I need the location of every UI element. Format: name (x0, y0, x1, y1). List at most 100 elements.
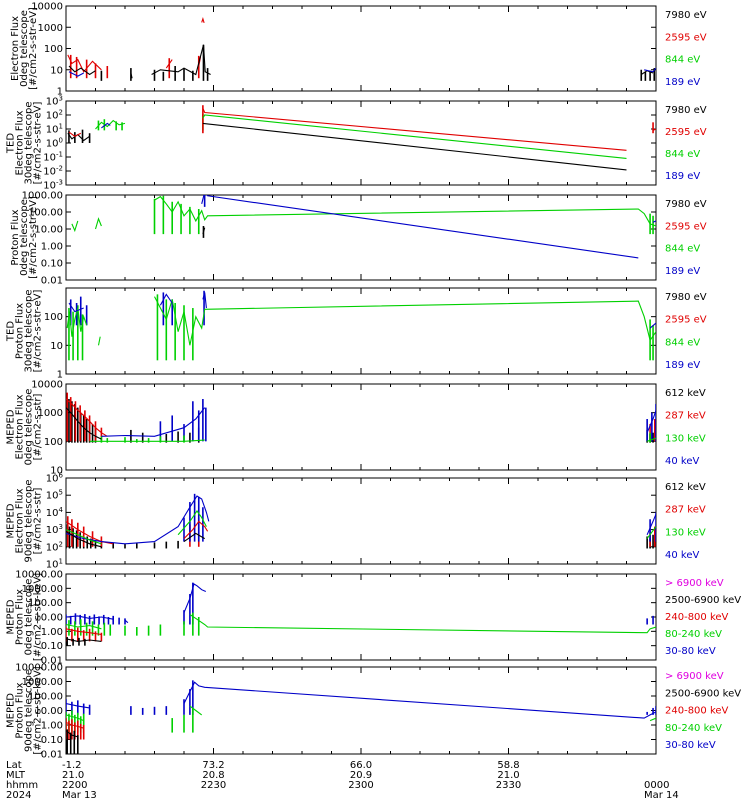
series-line-green (189, 705, 203, 716)
series-line-blue (66, 495, 210, 545)
series-line-blue (159, 293, 173, 306)
y-tick-label: 10 (50, 341, 63, 352)
series-line-black (66, 530, 102, 548)
footer-row-label: MLT (6, 770, 26, 781)
y-tick-label: 1.00 (41, 242, 63, 253)
legend-entry: 40 keV (665, 456, 699, 467)
y-axis-title-line: [#/cm2-s-str] (33, 487, 44, 554)
y-axis-title-line: 0deg telescope (19, 199, 30, 276)
y-tick-label: 0.01 (41, 656, 63, 667)
y-axis-title-line: [#/cm2-s-str] (33, 393, 44, 460)
legend-entry: 2595 eV (665, 127, 707, 138)
legend-entry: 2595 eV (665, 315, 707, 326)
y-tick-label: 10 (50, 65, 63, 76)
panel-frame (65, 573, 657, 661)
series-line-red (165, 59, 173, 69)
y-tick-label: 10000.00 (15, 570, 63, 581)
y-axis-title-line: TED (6, 133, 17, 154)
y-axis-title-line: Proton Flux (15, 303, 26, 359)
y-tick-label: 0.10 (41, 735, 63, 746)
y-tick-label: 10-2 (43, 165, 63, 178)
y-tick-label: 105 (46, 489, 63, 502)
footer-value: 73.2 (202, 760, 224, 771)
y-axis-title-line: Proton Flux (15, 682, 26, 738)
series-line-blue (183, 583, 207, 613)
legend-entry: 30-80 keV (665, 740, 716, 751)
y-tick-exponent: 3 (59, 95, 63, 103)
y-tick-label: 100.00 (28, 692, 63, 703)
panel-frame (65, 100, 657, 186)
panel-8: 0.01 0.10 1.00 10.00 100.00 1000.00 10000.00 ME… (6, 663, 742, 761)
y-tick-label: 1.00 (41, 721, 63, 732)
footer-value: Mar 14 (644, 790, 679, 800)
y-axis-title-line: Proton Flux (15, 589, 26, 645)
series-line-green (66, 714, 84, 722)
y-axis-title-line: 0deg telescope (24, 389, 35, 466)
legend-entry: 287 keV (665, 505, 706, 516)
y-axis-title-line: MEPED (6, 693, 17, 728)
y-axis-title-line: Electron Flux (10, 16, 21, 81)
series-line-green (154, 195, 656, 227)
series-line-green (94, 217, 102, 230)
legend-entry: 189 eV (665, 171, 700, 182)
series-line-blue (644, 67, 656, 73)
legend-entry: 7980 eV (665, 10, 707, 21)
y-tick-label: 1000 (38, 23, 63, 34)
y-axis-title-line: MEPED (6, 503, 17, 538)
legend-entry: 2595 eV (665, 32, 707, 43)
series-line-red (67, 54, 102, 73)
y-axis-title-line: 0deg telescope (19, 10, 30, 87)
y-axis-title-line: 30deg telescope (24, 289, 35, 372)
y-tick-exponent: -3 (56, 179, 63, 187)
series-line-blue (201, 195, 639, 259)
y-tick-label: 0.01 (41, 750, 63, 761)
y-tick-label: 100.00 (28, 598, 63, 609)
series-line-blue (202, 292, 207, 309)
legend-entry: 844 eV (665, 55, 700, 66)
y-tick-label: 0.10 (41, 641, 63, 652)
y-tick-label: 10-1 (43, 151, 63, 164)
y-tick-exponent: -1 (56, 151, 63, 159)
footer-row-label: hhmm (6, 780, 38, 791)
y-tick-label: 103 (46, 95, 63, 108)
legend-entry: 30-80 keV (665, 646, 716, 657)
legend-entry: 80-240 keV (665, 723, 722, 734)
y-tick-label: 10.00 (34, 225, 63, 236)
series-line-blue (66, 703, 90, 709)
legend-entry: 7980 eV (665, 292, 707, 303)
series-line-blue (183, 681, 656, 719)
y-tick-label: 100 (44, 312, 63, 323)
legend-entry: 844 eV (665, 244, 700, 255)
series-line-green (646, 437, 656, 442)
panel-data (67, 16, 656, 81)
series-line-red (202, 108, 627, 151)
legend-entry: 7980 eV (665, 105, 707, 116)
series-line-blue (66, 615, 114, 620)
y-tick-label: 101 (46, 123, 63, 136)
y-tick-exponent: -2 (56, 165, 63, 173)
y-tick-label: 1000.00 (22, 584, 63, 595)
legend-entry: 130 keV (665, 527, 706, 538)
y-tick-exponent: 2 (59, 109, 63, 117)
y-tick-label: 10000 (31, 380, 63, 391)
series-line-blue (101, 407, 206, 437)
series-line-black (66, 407, 102, 440)
footer-value: 2330 (496, 780, 521, 791)
series-line-green (646, 526, 656, 539)
y-axis-title-line: Electron Flux (15, 110, 26, 175)
series-line-red (201, 16, 205, 24)
y-axis-title-line: [#/cm2-s-str-eV] (28, 196, 39, 279)
legend-entry: 612 keV (665, 388, 706, 399)
y-tick-label: 106 (46, 472, 64, 485)
series-line-green (89, 439, 205, 442)
series-line-green (71, 220, 79, 233)
series-line-green (95, 119, 126, 130)
y-tick-label: 1000.00 (22, 191, 63, 202)
series-line-blue (646, 513, 656, 536)
y-axis-title-line: [#/cm2-s-str-eV] (33, 102, 44, 185)
series-line-green (202, 114, 627, 159)
footer-value: 58.8 (497, 760, 519, 771)
